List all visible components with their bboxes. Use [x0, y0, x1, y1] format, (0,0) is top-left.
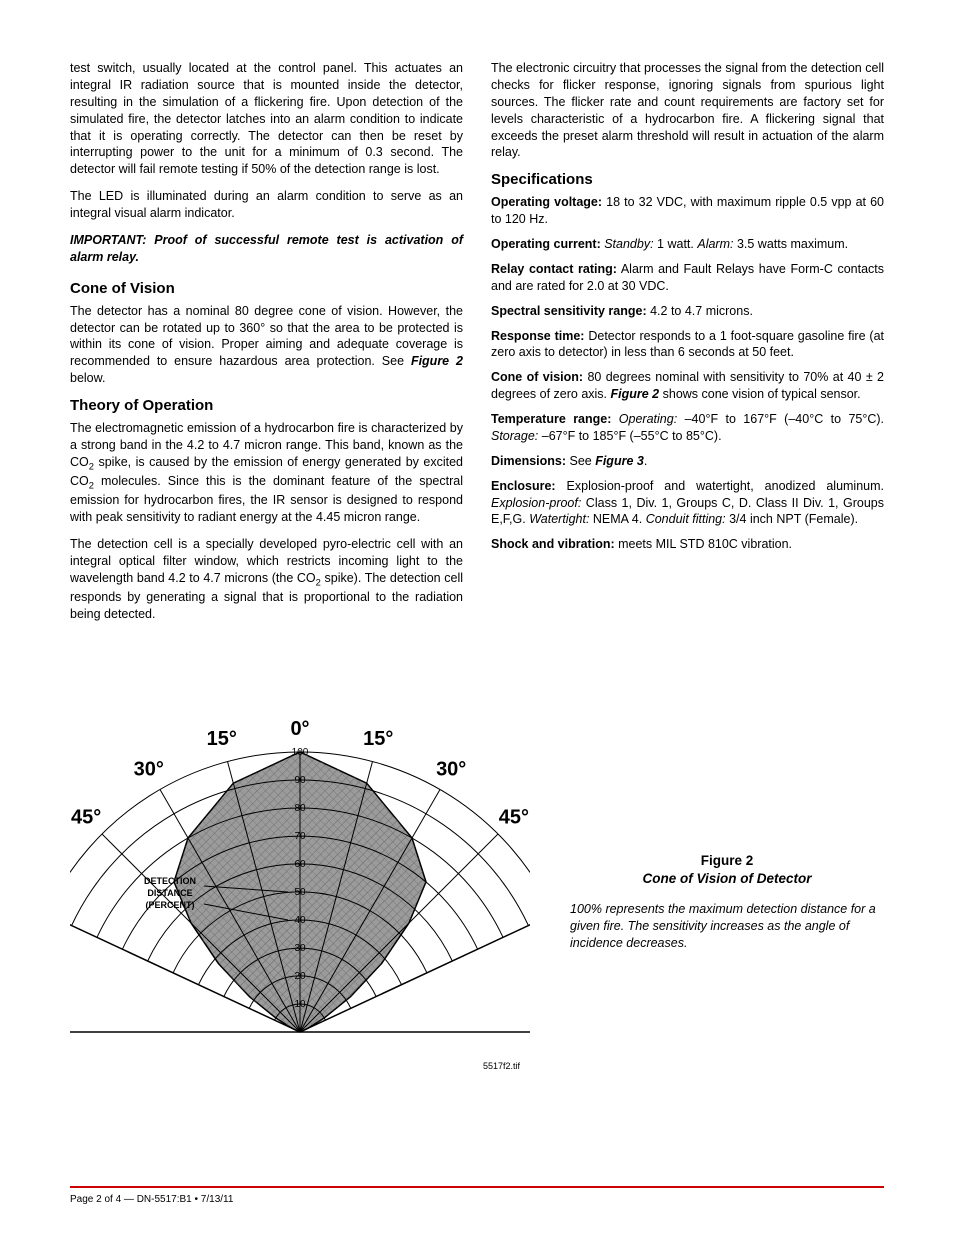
- figure-description: 100% represents the maximum detection di…: [570, 901, 884, 952]
- spec-relay: Relay contact rating: Alarm and Fault Re…: [491, 261, 884, 295]
- svg-text:DETECTION: DETECTION: [144, 876, 196, 886]
- figure-2-ref: Figure 2: [411, 354, 463, 368]
- footer-rule: [70, 1186, 884, 1188]
- image-reference: 5517f2.tif: [70, 1061, 530, 1071]
- heading-cone-of-vision: Cone of Vision: [70, 280, 463, 297]
- heading-specifications: Specifications: [491, 171, 884, 188]
- para-cone: The detector has a nominal 80 degree con…: [70, 303, 463, 387]
- spec-enclosure: Enclosure: Explosion-proof and watertigh…: [491, 478, 884, 529]
- cone-of-vision-diagram: 1020304050607080901000°15°15°30°30°45°45…: [70, 672, 530, 1052]
- spec-spectral: Spectral sensitivity range: 4.2 to 4.7 m…: [491, 303, 884, 320]
- svg-text:15°: 15°: [207, 729, 237, 751]
- spec-shock: Shock and vibration: meets MIL STD 810C …: [491, 536, 884, 553]
- svg-text:45°: 45°: [71, 807, 101, 829]
- spec-cone: Cone of vision: 80 degrees nominal with …: [491, 369, 884, 403]
- para-theory-1: The electromagnetic emission of a hydroc…: [70, 420, 463, 526]
- para-circuitry: The electronic circuitry that processes …: [491, 60, 884, 161]
- svg-text:0°: 0°: [290, 718, 309, 740]
- spec-response: Response time: Detector responds to a 1 …: [491, 328, 884, 362]
- heading-theory: Theory of Operation: [70, 397, 463, 414]
- right-column: The electronic circuitry that processes …: [491, 60, 884, 632]
- spec-temp: Temperature range: Operating: –40°F to 1…: [491, 411, 884, 445]
- spec-operating-voltage: Operating voltage: 18 to 32 VDC, with ma…: [491, 194, 884, 228]
- svg-text:30°: 30°: [436, 759, 466, 781]
- figure-2-container: 1020304050607080901000°15°15°30°30°45°45…: [70, 672, 884, 1071]
- svg-text:45°: 45°: [499, 807, 529, 829]
- spec-operating-current: Operating current: Standby: 1 watt. Alar…: [491, 236, 884, 253]
- para-theory-2: The detection cell is a specially develo…: [70, 536, 463, 623]
- svg-text:DISTANCE: DISTANCE: [147, 888, 192, 898]
- svg-text:30°: 30°: [134, 759, 164, 781]
- page-footer: Page 2 of 4 — DN-5517:B1 • 7/13/11: [70, 1186, 884, 1205]
- important-note: IMPORTANT: Proof of successful remote te…: [70, 232, 463, 266]
- spec-dim: Dimensions: See Figure 3.: [491, 453, 884, 470]
- left-column: test switch, usually located at the cont…: [70, 60, 463, 632]
- figure-title: Figure 2 Cone of Vision of Detector: [570, 852, 884, 887]
- svg-text:15°: 15°: [363, 729, 393, 751]
- para-led: The LED is illuminated during an alarm c…: [70, 188, 463, 222]
- svg-text:(PERCENT): (PERCENT): [146, 900, 195, 910]
- para-test-switch: test switch, usually located at the cont…: [70, 60, 463, 178]
- footer-text: Page 2 of 4 — DN-5517:B1 • 7/13/11: [70, 1194, 884, 1205]
